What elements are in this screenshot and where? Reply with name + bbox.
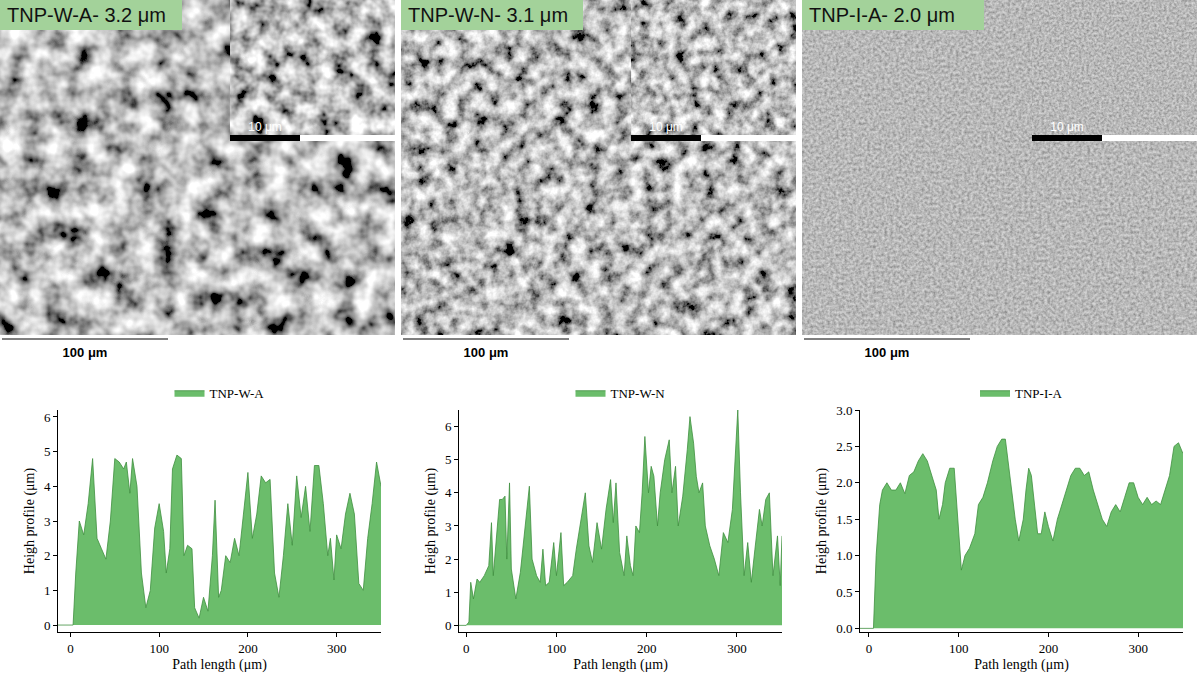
svg-text:300: 300: [727, 641, 747, 656]
svg-text:100: 100: [949, 641, 969, 656]
svg-text:2: 2: [445, 552, 452, 567]
svg-text:100 μm: 100 μm: [464, 345, 509, 360]
svg-text:5: 5: [445, 452, 452, 467]
svg-text:100: 100: [149, 641, 169, 656]
svg-text:3: 3: [44, 514, 51, 529]
svg-text:Heigh profile (μm): Heigh profile (μm): [814, 468, 830, 575]
svg-text:TNP-I-A- 2.0 μm: TNP-I-A- 2.0 μm: [809, 4, 955, 26]
svg-text:3: 3: [445, 519, 452, 534]
svg-text:1.5: 1.5: [836, 512, 852, 527]
svg-text:100 μm: 100 μm: [865, 345, 910, 360]
svg-text:3.0: 3.0: [836, 403, 852, 418]
svg-text:200: 200: [1039, 641, 1058, 656]
svg-text:Path length (μm): Path length (μm): [573, 657, 668, 673]
svg-text:4: 4: [445, 485, 452, 500]
svg-text:0: 0: [445, 618, 452, 633]
svg-text:0.0: 0.0: [836, 621, 852, 636]
svg-text:300: 300: [327, 641, 347, 656]
svg-text:5: 5: [44, 444, 51, 459]
svg-text:1.0: 1.0: [836, 548, 852, 563]
svg-text:200: 200: [238, 641, 258, 656]
svg-text:4: 4: [44, 479, 51, 494]
svg-text:0: 0: [67, 641, 74, 656]
svg-text:0: 0: [44, 618, 51, 633]
svg-text:TNP-W-A- 3.2 μm: TNP-W-A- 3.2 μm: [7, 4, 166, 26]
svg-text:TNP-W-N- 3.1 μm: TNP-W-N- 3.1 μm: [408, 4, 568, 26]
svg-text:100: 100: [547, 641, 567, 656]
svg-text:Path length (μm): Path length (μm): [172, 657, 267, 673]
svg-text:Heigh profile (μm): Heigh profile (μm): [423, 468, 439, 575]
svg-text:Path length (μm): Path length (μm): [974, 657, 1069, 673]
svg-text:200: 200: [637, 641, 657, 656]
svg-text:10 μm: 10 μm: [649, 120, 683, 134]
svg-text:6: 6: [44, 409, 51, 424]
svg-text:TNP-I-A: TNP-I-A: [1015, 386, 1063, 401]
svg-text:1: 1: [445, 585, 452, 600]
svg-text:TNP-W-A: TNP-W-A: [210, 386, 265, 401]
svg-text:Heigh profile (μm): Heigh profile (μm): [22, 468, 38, 575]
svg-text:2.5: 2.5: [836, 439, 852, 454]
svg-text:TNP-W-N: TNP-W-N: [611, 386, 666, 401]
svg-text:10 μm: 10 μm: [1050, 120, 1084, 134]
svg-text:100 μm: 100 μm: [63, 345, 108, 360]
svg-text:0: 0: [463, 641, 470, 656]
svg-text:0: 0: [866, 641, 873, 656]
svg-text:2.0: 2.0: [836, 475, 852, 490]
svg-text:1: 1: [44, 583, 51, 598]
svg-text:0.5: 0.5: [836, 585, 852, 600]
svg-text:10 μm: 10 μm: [248, 120, 282, 134]
svg-text:6: 6: [445, 419, 452, 434]
svg-text:300: 300: [1128, 641, 1148, 656]
svg-text:2: 2: [44, 548, 51, 563]
